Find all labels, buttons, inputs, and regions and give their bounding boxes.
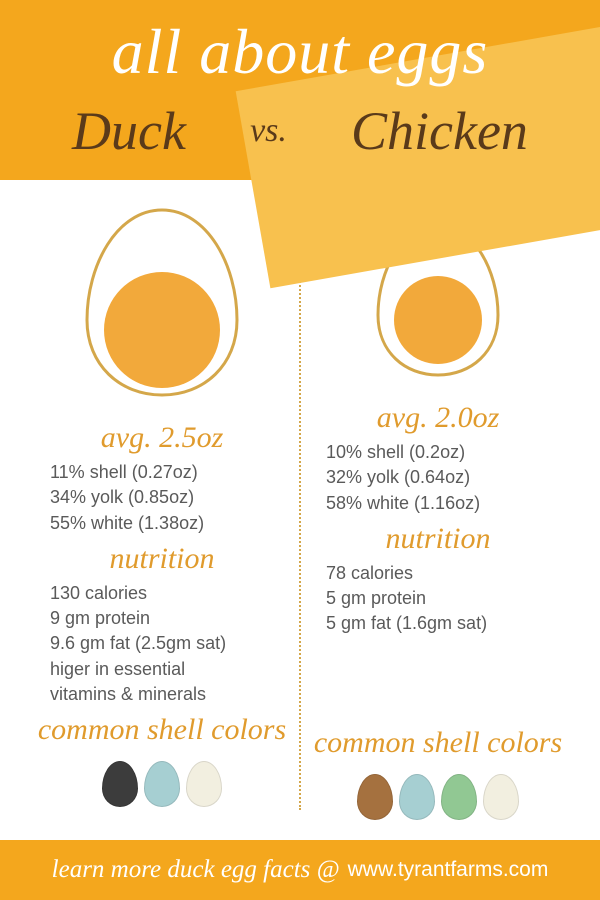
data-row: 11% shell (0.27oz) <box>50 460 284 484</box>
color-swatch <box>102 761 138 807</box>
duck-label: Duck <box>72 100 186 162</box>
data-row: 5 gm fat (1.6gm sat) <box>326 611 560 635</box>
color-swatch <box>357 774 393 820</box>
duck-nutrition-heading: nutrition <box>109 542 214 576</box>
duck-egg-icon <box>82 205 242 405</box>
footer-url: www.tyrantfarms.com <box>348 858 549 882</box>
data-row: vitamins & minerals <box>50 682 284 706</box>
color-swatch <box>144 761 180 807</box>
chicken-swatch-row <box>357 774 519 820</box>
duck-colors-heading: common shell colors <box>38 713 286 747</box>
data-row: 10% shell (0.2oz) <box>326 440 560 464</box>
main-title: all about eggs <box>0 15 600 89</box>
data-row: 130 calories <box>50 581 284 605</box>
data-row: 78 calories <box>326 561 560 585</box>
vs-label: vs. <box>250 112 287 150</box>
color-swatch <box>483 774 519 820</box>
data-row: 9 gm protein <box>50 606 284 630</box>
data-row: 9.6 gm fat (2.5gm sat) <box>50 631 284 655</box>
duck-egg-svg <box>82 205 242 400</box>
footer-banner: learn more duck egg facts @ www.tyrantfa… <box>0 840 600 900</box>
column-divider <box>299 210 301 810</box>
header-banner: all about eggs Duck vs. Chicken <box>0 0 600 180</box>
color-swatch <box>399 774 435 820</box>
duck-swatch-row <box>102 761 222 807</box>
duck-column: avg. 2.5oz 11% shell (0.27oz) 34% yolk (… <box>30 200 294 820</box>
color-swatch <box>441 774 477 820</box>
data-row: higer in essential <box>50 657 284 681</box>
chicken-colors-heading: common shell colors <box>314 726 562 760</box>
duck-weight-heading: avg. 2.5oz <box>101 421 224 455</box>
subtitle-row: Duck vs. Chicken <box>0 100 600 162</box>
data-row: 32% yolk (0.64oz) <box>326 465 560 489</box>
color-swatch <box>186 761 222 807</box>
chicken-nutrition-list: 78 calories 5 gm protein 5 gm fat (1.6gm… <box>306 560 570 637</box>
footer-lead: learn more duck egg facts @ <box>52 856 340 884</box>
data-row: 55% white (1.38oz) <box>50 511 284 535</box>
duck-nutrition-list: 130 calories 9 gm protein 9.6 gm fat (2.… <box>30 580 294 707</box>
data-row: 58% white (1.16oz) <box>326 491 560 515</box>
chicken-label: Chicken <box>351 100 528 162</box>
chicken-composition-list: 10% shell (0.2oz) 32% yolk (0.64oz) 58% … <box>306 439 570 516</box>
duck-composition-list: 11% shell (0.27oz) 34% yolk (0.85oz) 55%… <box>30 459 294 536</box>
chicken-weight-heading: avg. 2.0oz <box>377 401 500 435</box>
chicken-nutrition-heading: nutrition <box>385 522 490 556</box>
data-row: 5 gm protein <box>326 586 560 610</box>
chicken-column: avg. 2.0oz 10% shell (0.2oz) 32% yolk (0… <box>306 200 570 820</box>
data-row: 34% yolk (0.85oz) <box>50 485 284 509</box>
